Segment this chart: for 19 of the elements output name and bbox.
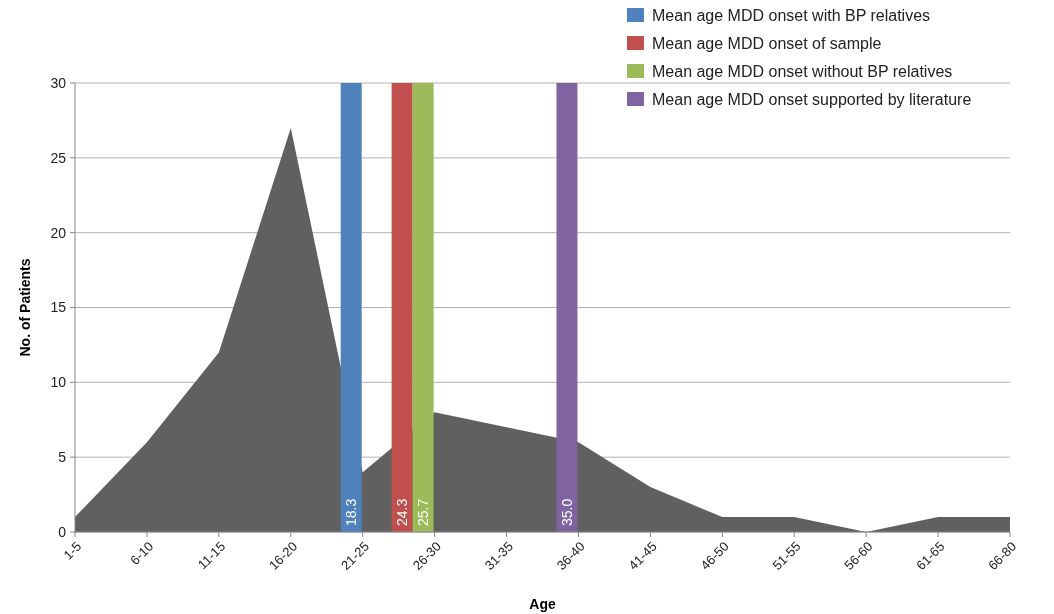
legend-label: Mean age MDD onset supported by literature bbox=[652, 90, 972, 108]
legend-label: Mean age MDD onset of sample bbox=[652, 34, 882, 52]
y-axis-title: No. of Patients bbox=[17, 258, 33, 357]
legend-label: Mean age MDD onset with BP relatives bbox=[652, 6, 931, 24]
annotation: 24.3 bbox=[394, 498, 411, 526]
annotation: 18.3 bbox=[343, 498, 360, 526]
x-tick-label: 6-10 bbox=[127, 538, 157, 568]
y-tick-label: 15 bbox=[50, 299, 67, 316]
y-tick-label: 10 bbox=[50, 374, 67, 391]
x-axis-title: Age bbox=[529, 596, 556, 612]
y-tick-label: 5 bbox=[58, 449, 67, 466]
y-tick-label: 20 bbox=[50, 224, 67, 241]
annotation: 25.7 bbox=[415, 498, 432, 526]
annotation: 35.0 bbox=[558, 498, 575, 526]
y-tick-label: 25 bbox=[50, 149, 67, 166]
y-tick-label: 30 bbox=[50, 74, 67, 91]
legend-label: Mean age MDD onset without BP relatives bbox=[652, 62, 953, 80]
y-tick-label: 0 bbox=[58, 523, 67, 540]
x-tick-label: 1-5 bbox=[60, 538, 85, 563]
